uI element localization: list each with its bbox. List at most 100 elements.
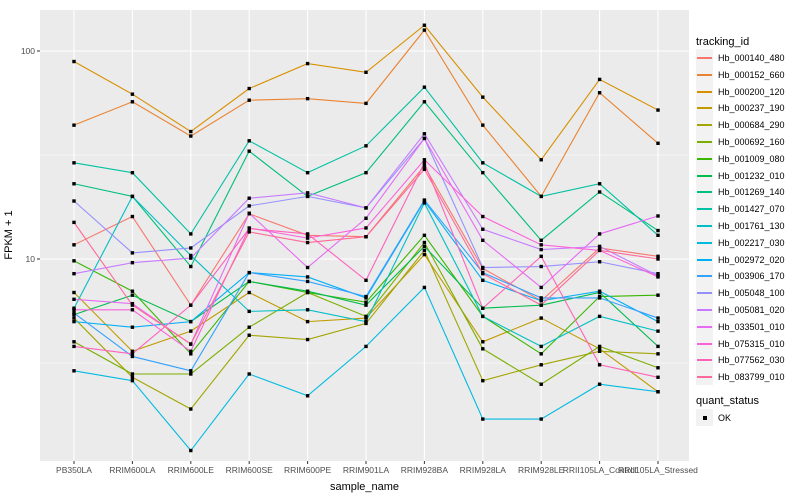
legend-label: Hb_001232_010 [718,170,785,181]
data-point [656,271,660,276]
data-point [189,303,193,307]
legend-key-box [696,250,713,268]
legend-key-line-icon [697,174,712,177]
data-point [539,417,543,421]
legend-key-box [696,82,713,100]
data-point [364,226,368,230]
legend-key-box [696,166,713,184]
data-point [481,238,485,242]
data-point [422,132,427,136]
data-point [72,340,76,344]
data-point [72,297,76,302]
legend-key-box [696,267,713,285]
legend-key-line-icon [697,157,712,160]
data-point [189,134,193,138]
data-point [597,248,602,253]
data-point [130,92,135,96]
quant-legend-label: OK [718,413,732,423]
data-point [539,303,543,307]
data-point [597,347,602,351]
legend-key-box [696,149,713,167]
data-point [130,372,135,376]
data-point [247,204,251,208]
data-point [481,417,485,421]
tracking-legend-title: tracking_id [696,36,750,48]
legend-key-line-icon [697,124,712,127]
data-point [656,375,660,379]
x-tick-label: RRIM600PE [284,465,332,475]
legend-label: Hb_002217_030 [718,237,785,248]
data-point [597,232,602,236]
data-point [656,233,660,237]
quant-legend-title: quant_status [696,395,759,407]
data-point [72,316,76,320]
data-point [481,214,485,219]
x-tick-label: RRIM928LA [460,465,507,475]
data-point [305,289,310,293]
data-point [247,139,251,143]
data-point [72,319,76,324]
data-point [597,91,602,95]
data-point [597,296,602,300]
data-point [72,308,76,312]
data-point [539,296,543,300]
data-point [481,314,485,319]
data-point [422,252,427,257]
data-point [656,366,660,370]
data-point [364,170,368,175]
legend-label: Hb_075315_010 [718,338,785,349]
legend-label: Hb_000152_660 [718,69,785,80]
data-point [422,248,427,253]
x-tick-label: RRIM928BA [401,465,449,475]
legend-key-line-icon [697,376,712,379]
data-point [656,254,660,259]
legend-key-line-icon [697,141,712,143]
data-point [364,321,368,326]
data-point [72,220,76,225]
data-point [189,349,193,353]
legend-key-line-icon [697,107,712,110]
data-point [539,363,543,367]
data-point [305,191,310,195]
legend-key-line-icon [697,342,712,345]
data-point [481,265,485,270]
data-point [597,77,602,82]
data-point [130,194,135,199]
legend-label: Hb_033501_010 [718,321,785,332]
data-point [597,244,602,249]
data-point [247,230,251,234]
data-point [130,375,135,379]
data-point [364,319,368,324]
data-point [656,214,660,218]
legend-key-line-icon [697,275,712,278]
legend-key-line-icon [697,73,712,76]
data-point [247,211,251,215]
data-point [364,206,368,210]
data-point [481,378,485,383]
data-point [72,311,76,315]
legend-key-box [696,200,713,218]
data-point [656,108,660,112]
legend-key-box [696,301,713,318]
data-point [422,201,427,205]
data-point [130,251,135,255]
data-point [422,136,427,141]
data-point [481,347,485,351]
data-point [656,275,660,279]
data-point [597,182,602,186]
data-point [247,309,251,314]
data-point [130,289,135,293]
y-tick-label: 10 [26,254,36,264]
data-point [539,344,543,349]
data-point [130,378,135,383]
legend-key-box [696,99,713,117]
data-point [422,28,427,32]
data-point [247,325,251,329]
data-point [130,293,135,297]
data-point [189,329,193,333]
data-point [539,299,543,303]
data-point [189,246,193,250]
legend-label: Hb_000692_160 [718,137,785,147]
data-point [247,279,251,284]
